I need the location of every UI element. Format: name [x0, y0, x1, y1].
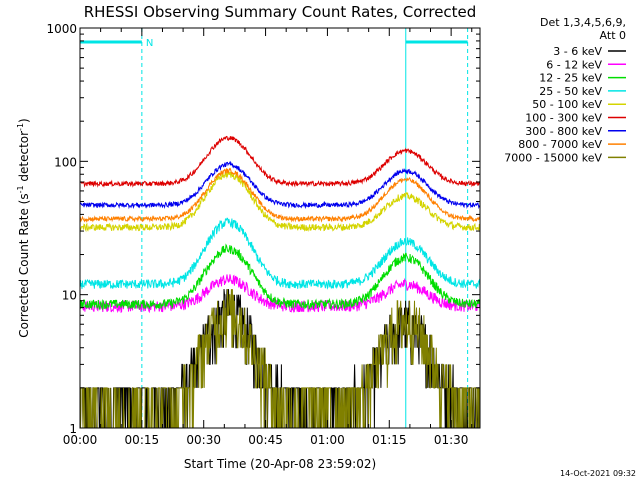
series-line — [79, 135, 481, 188]
chart-title: RHESSI Observing Summary Count Rates, Co… — [84, 3, 477, 21]
x-tick-label: 00:30 — [186, 433, 221, 447]
series-line — [79, 167, 481, 224]
legend-label: 800 - 7000 keV — [518, 138, 602, 151]
y-tick-label: 100 — [54, 155, 77, 169]
x-axis-label: Start Time (20-Apr-08 23:59:02) — [184, 457, 376, 471]
legend-label: 3 - 6 keV — [553, 45, 602, 58]
flag-label: N — [146, 38, 153, 49]
y-label-part-2: detector — [17, 131, 31, 186]
y-tick-label: 1 — [69, 422, 77, 436]
x-tick-label: 01:30 — [434, 433, 469, 447]
axis-ticks: 00:00 00:15 00:30 00:45 01:00 01:15 01:30 1 10 10… — [46, 22, 480, 447]
plot-frame — [79, 27, 481, 429]
y-tick-label: 1000 — [46, 22, 77, 36]
x-tick-label: 00:00 — [63, 433, 98, 447]
series-line — [79, 160, 480, 210]
legend-header-line-2: Att 0 — [600, 29, 626, 42]
y-tick-label: 10 — [62, 289, 77, 303]
timestamp: 14-Oct-2021 09:32 — [560, 469, 636, 478]
series-line — [79, 243, 481, 311]
legend-header-line-1: Det 1,3,4,5,6,9, — [540, 16, 626, 29]
legend-label: 300 - 800 keV — [525, 125, 602, 138]
legend-label: 25 - 50 keV — [539, 85, 602, 98]
legend-label: 7000 - 15000 keV — [504, 151, 602, 164]
legend-label: 6 - 12 keV — [546, 58, 602, 71]
x-tick-label: 00:45 — [248, 433, 283, 447]
y-axis-label: Corrected Count Rate (s-1 detector-1) — [16, 118, 31, 337]
series-group — [79, 135, 481, 429]
legend-label: 12 - 25 keV — [539, 72, 602, 85]
legend-label: 100 - 300 keV — [525, 112, 602, 125]
y-label-part-1: Corrected Count Rate (s — [17, 193, 31, 337]
svg-text:Corrected Count Rate (s-1 dete: Corrected Count Rate (s-1 detector-1) — [16, 118, 31, 337]
y-label-part-3: ) — [17, 118, 31, 123]
series-line — [79, 217, 481, 290]
x-tick-label: 01:15 — [372, 433, 407, 447]
legend-label: 50 - 100 keV — [532, 98, 602, 111]
x-tick-label: 00:15 — [125, 433, 160, 447]
y-label-sup-2: -1 — [16, 123, 25, 131]
series-line — [79, 170, 481, 233]
plot-area: N 00:00 00:15 00:30 00:45 01:00 01:15 01:30 1 10… — [46, 22, 481, 447]
y-label-sup-1: -1 — [16, 185, 25, 193]
series-line — [79, 289, 481, 429]
x-tick-label: 01:00 — [310, 433, 345, 447]
